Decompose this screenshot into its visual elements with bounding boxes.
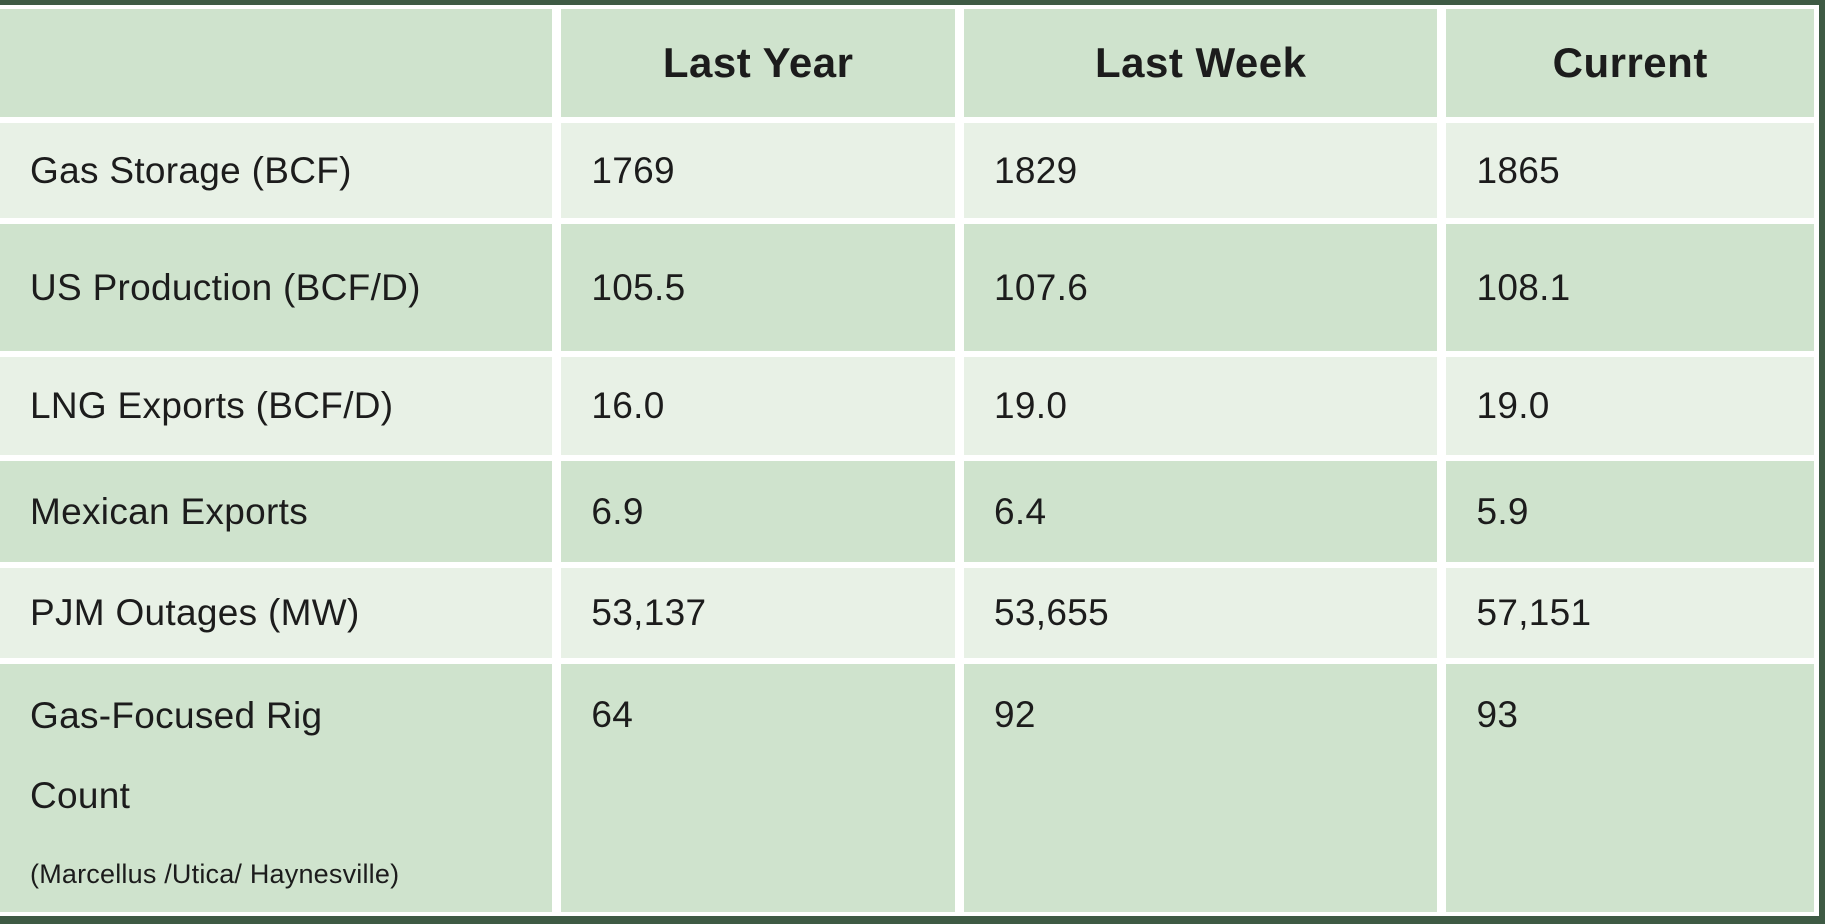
- cell-pjm-outages-last-year: 53,137: [561, 568, 955, 658]
- rig-count-label-group: Gas-Focused Rig Count (Marcellus /Utica/…: [30, 676, 399, 892]
- column-header-current: Current: [1446, 9, 1814, 117]
- cell-us-production-current: 108.1: [1446, 224, 1814, 351]
- cell-lng-exports-current: 19.0: [1446, 357, 1814, 455]
- cell-rig-count-current: 93: [1446, 664, 1814, 912]
- cell-mexican-exports-last-year: 6.9: [561, 461, 955, 562]
- cell-pjm-outages-current: 57,151: [1446, 568, 1814, 658]
- cell-rig-count-last-year: 64: [561, 664, 955, 912]
- table-grid: Last Year Last Week Current Gas Storage …: [0, 9, 1814, 912]
- cell-pjm-outages-last-week: 53,655: [963, 568, 1438, 658]
- cell-lng-exports-last-week: 19.0: [963, 357, 1438, 455]
- cell-gas-storage-last-year: 1769: [561, 123, 955, 218]
- row-label-mexican-exports: Mexican Exports: [0, 461, 553, 562]
- row-label-lng-exports: LNG Exports (BCF/D): [0, 357, 553, 455]
- row-label-us-production: US Production (BCF/D): [0, 224, 553, 351]
- row-label-gas-storage: Gas Storage (BCF): [0, 123, 553, 218]
- cell-mexican-exports-current: 5.9: [1446, 461, 1814, 562]
- cell-rig-count-last-week: 92: [963, 664, 1438, 912]
- cell-us-production-last-week: 107.6: [963, 224, 1438, 351]
- row-label-rig-count: Gas-Focused Rig Count (Marcellus /Utica/…: [0, 664, 553, 912]
- cell-us-production-last-year: 105.5: [561, 224, 955, 351]
- rig-count-label: Gas-Focused Rig Count: [30, 695, 323, 816]
- header-empty-cell: [0, 9, 553, 117]
- cell-lng-exports-last-year: 16.0: [561, 357, 955, 455]
- row-label-pjm-outages: PJM Outages (MW): [0, 568, 553, 658]
- rig-count-sublabel: (Marcellus /Utica/ Haynesville): [30, 859, 400, 890]
- column-header-last-year: Last Year: [561, 9, 955, 117]
- cell-mexican-exports-last-week: 6.4: [963, 461, 1438, 562]
- cell-gas-storage-current: 1865: [1446, 123, 1814, 218]
- cell-gas-storage-last-week: 1829: [963, 123, 1438, 218]
- column-header-last-week: Last Week: [963, 9, 1438, 117]
